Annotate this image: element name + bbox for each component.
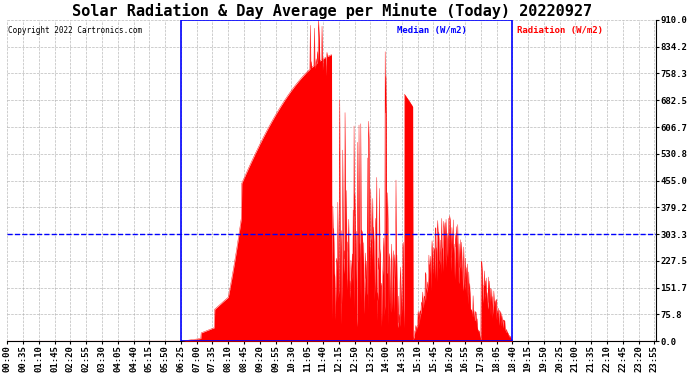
Text: Copyright 2022 Cartronics.com: Copyright 2022 Cartronics.com [8, 26, 142, 35]
Text: Radiation (W/m2): Radiation (W/m2) [517, 26, 602, 35]
Bar [181, 20, 513, 341]
Title: Solar Radiation & Day Average per Minute (Today) 20220927: Solar Radiation & Day Average per Minute… [72, 3, 592, 19]
Text: Median (W/m2): Median (W/m2) [397, 26, 466, 35]
